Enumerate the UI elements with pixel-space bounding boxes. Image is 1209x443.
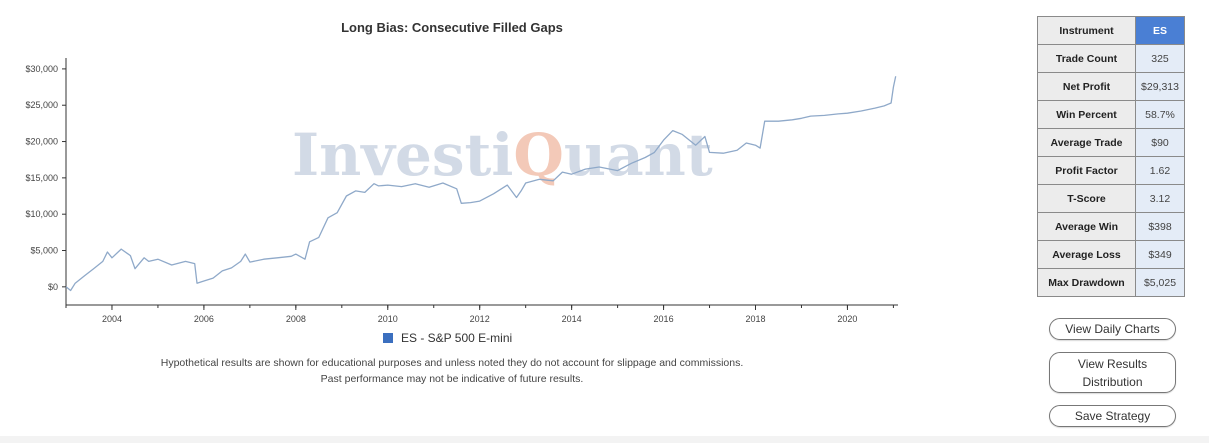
stats-label: Average Trade <box>1037 128 1136 157</box>
legend-label: ES - S&P 500 E-mini <box>401 331 513 345</box>
watermark-part-1: Investi <box>292 121 513 189</box>
stats-row: Net Profit $29,313 <box>1037 72 1185 101</box>
x-tick-label: 2006 <box>194 314 214 324</box>
stats-label: Profit Factor <box>1037 156 1136 185</box>
equity-series-line <box>65 76 897 292</box>
stats-value: 1.62 <box>1135 156 1185 185</box>
stats-row: Max Drawdown $5,025 <box>1037 268 1185 297</box>
stats-value: $398 <box>1135 212 1185 241</box>
stats-label: Max Drawdown <box>1037 268 1136 297</box>
stats-row: Win Percent 58.7% <box>1037 100 1185 129</box>
stats-row: Average Loss $349 <box>1037 240 1185 269</box>
stats-row: T-Score 3.12 <box>1037 184 1185 213</box>
stats-value: 3.12 <box>1135 184 1185 213</box>
x-tick-label: 2004 <box>102 314 122 324</box>
x-tick-label: 2016 <box>654 314 674 324</box>
legend-swatch <box>383 333 393 343</box>
x-tick-label: 2020 <box>837 314 857 324</box>
y-tick-label: $20,000 <box>25 137 58 147</box>
stats-row: Average Trade $90 <box>1037 128 1185 157</box>
stats-label: T-Score <box>1037 184 1136 213</box>
disclaimer-line-2: Past performance may not be indicative o… <box>320 373 584 385</box>
stats-row: Trade Count 325 <box>1037 44 1185 73</box>
stats-row: Average Win $398 <box>1037 212 1185 241</box>
stats-label: Trade Count <box>1037 44 1136 73</box>
x-tick-label: 2010 <box>378 314 398 324</box>
view-daily-charts-button[interactable]: View Daily Charts <box>1049 318 1176 340</box>
y-tick-label: $25,000 <box>25 100 58 110</box>
x-tick-label: 2018 <box>745 314 765 324</box>
y-tick-label: $5,000 <box>30 246 58 256</box>
chart-axes: $0 $5,000 $10,000 $15,000 $20,000 $25,000 $30,… <box>25 58 898 324</box>
stats-header-value: ES <box>1135 16 1185 45</box>
stats-value: $29,313 <box>1135 72 1185 101</box>
stats-table: Instrument ES Trade Count 325 Net Profit $… <box>1037 16 1185 297</box>
x-tick-label: 2008 <box>286 314 306 324</box>
chart-title: Long Bias: Consecutive Filled Gaps <box>341 20 563 35</box>
stats-label: Win Percent <box>1037 100 1136 129</box>
chart-series <box>65 76 897 292</box>
stats-label: Net Profit <box>1037 72 1136 101</box>
disclaimer: Hypothetical results are shown for educa… <box>92 355 812 387</box>
view-results-distribution-line-2: Distribution <box>1082 374 1143 389</box>
y-tick-label: $0 <box>48 282 58 292</box>
watermark-part-3: uant <box>564 121 713 189</box>
stats-row: Profit Factor 1.62 <box>1037 156 1185 185</box>
y-tick-label: $30,000 <box>25 64 58 74</box>
stats-label: Average Loss <box>1037 240 1136 269</box>
stats-value: $5,025 <box>1135 268 1185 297</box>
investiquant-watermark: InvestiQuant <box>292 121 713 189</box>
stats-value: 325 <box>1135 44 1185 73</box>
stats-header-row: Instrument ES <box>1037 16 1185 45</box>
equity-chart: Long Bias: Consecutive Filled Gaps Inves… <box>25 20 898 387</box>
stats-value: $349 <box>1135 240 1185 269</box>
watermark-part-2: Q <box>513 121 564 189</box>
stats-value: 58.7% <box>1135 100 1185 129</box>
x-tick-label: 2012 <box>470 314 490 324</box>
view-results-distribution-button[interactable]: View Results Distribution <box>1049 352 1176 393</box>
x-tick-label: 2014 <box>562 314 582 324</box>
bottom-bar <box>0 436 1209 443</box>
y-tick-label: $15,000 <box>25 173 58 183</box>
stats-label: Average Win <box>1037 212 1136 241</box>
stats-header-label: Instrument <box>1037 16 1136 45</box>
chart-legend[interactable]: ES - S&P 500 E-mini <box>383 331 512 345</box>
watermark-text: InvestiQuant <box>292 121 713 189</box>
view-results-distribution-line-1: View Results <box>1077 356 1148 371</box>
y-tick-label: $10,000 <box>25 209 58 219</box>
chart-svg: Long Bias: Consecutive Filled Gaps Inves… <box>25 20 898 324</box>
stats-value: $90 <box>1135 128 1185 157</box>
disclaimer-line-1: Hypothetical results are shown for educa… <box>160 357 744 369</box>
save-strategy-button[interactable]: Save Strategy <box>1049 405 1176 427</box>
